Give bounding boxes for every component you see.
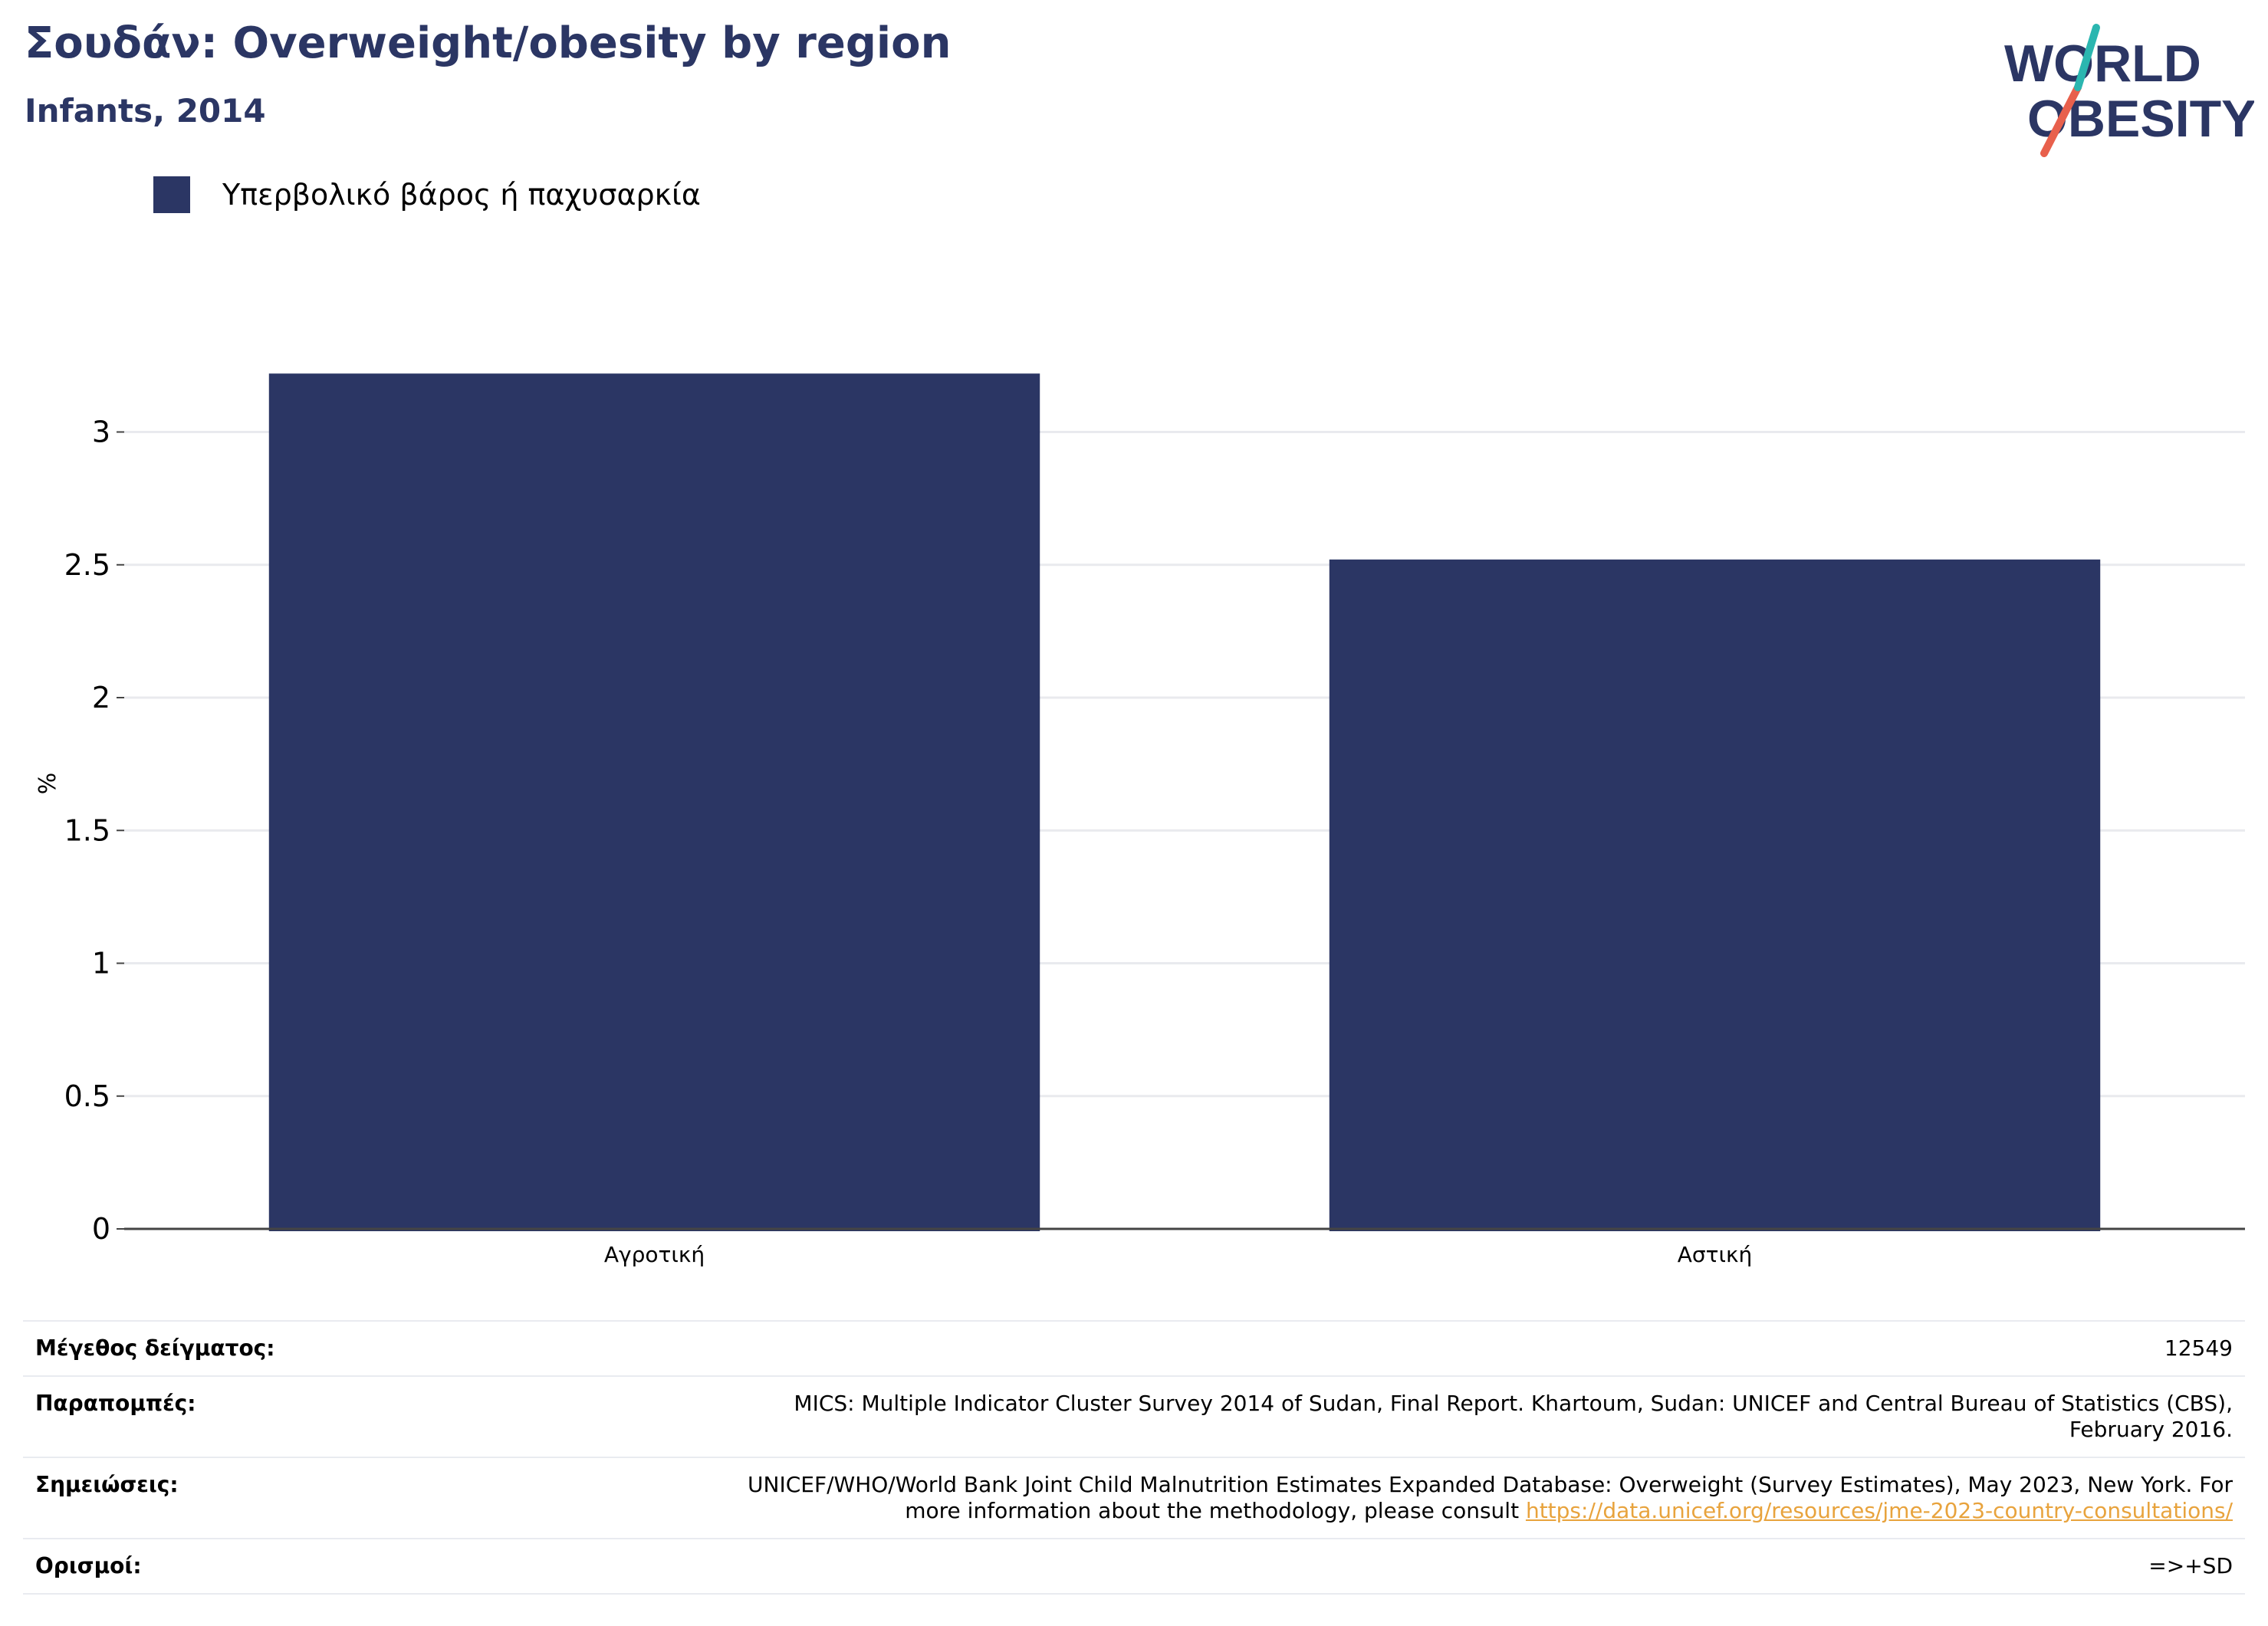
chart-title: Σουδάν: Overweight/obesity by region bbox=[25, 18, 952, 68]
sample-size-value: 12549 bbox=[2164, 1335, 2233, 1361]
info-row-notes: Σημειώσεις: UNICEF/WHO/World Bank Joint … bbox=[23, 1457, 2245, 1538]
y-tick-label: 0 bbox=[92, 1212, 110, 1246]
notes-value: UNICEF/WHO/World Bank Joint Child Malnut… bbox=[748, 1472, 2233, 1524]
legend-swatch bbox=[153, 176, 190, 213]
notes-link[interactable]: https://data.unicef.org/resources/jme-20… bbox=[1525, 1498, 2233, 1523]
world-obesity-logo: WORLD OBESITY bbox=[2004, 24, 2254, 157]
info-table: Μέγεθος δείγματος: 12549 Παραπομπές: MIC… bbox=[23, 1320, 2245, 1595]
definitions-value: =>+SD bbox=[2148, 1553, 2233, 1578]
y-tick-label: 2.5 bbox=[64, 548, 110, 582]
references-line1: MICS: Multiple Indicator Cluster Survey … bbox=[794, 1391, 2233, 1416]
notes-line2: more information about the methodology, … bbox=[905, 1498, 1526, 1523]
notes-label: Σημειώσεις: bbox=[35, 1472, 179, 1497]
bar[interactable] bbox=[1329, 559, 2101, 1231]
info-row-references: Παραπομπές: MICS: Multiple Indicator Clu… bbox=[23, 1375, 2245, 1457]
references-value: MICS: Multiple Indicator Cluster Survey … bbox=[794, 1391, 2233, 1443]
y-tick-label: 3 bbox=[92, 416, 110, 449]
bar[interactable] bbox=[268, 373, 1040, 1231]
info-row-definitions: Ορισμοί: =>+SD bbox=[23, 1538, 2245, 1595]
y-tick-label: 1.5 bbox=[64, 813, 110, 847]
logo-teal-slash bbox=[2074, 24, 2100, 91]
y-tick-label: 0.5 bbox=[64, 1079, 110, 1113]
y-tick-label: 2 bbox=[92, 681, 110, 714]
y-axis-label: % bbox=[35, 773, 61, 795]
notes-line1: UNICEF/WHO/World Bank Joint Child Malnut… bbox=[748, 1472, 2233, 1497]
logo-coral-slash bbox=[2040, 84, 2082, 157]
definitions-label: Ορισμοί: bbox=[35, 1553, 142, 1578]
references-line2: February 2016. bbox=[2069, 1417, 2233, 1442]
y-tick-label: 1 bbox=[92, 947, 110, 981]
logo-word-line1: WORLD bbox=[2004, 34, 2201, 93]
legend[interactable]: Υπερβολικό βάρος ή παχυσαρκία bbox=[153, 176, 701, 213]
x-tick-label: Αστική bbox=[1678, 1242, 1752, 1267]
bar-chart: 0 0.5 1 1.5 2 2.5 3 Αγροτική Αστική % bbox=[35, 373, 2245, 1267]
info-row-sample-size: Μέγεθος δείγματος: 12549 bbox=[23, 1320, 2245, 1375]
legend-label: Υπερβολικό βάρος ή παχυσαρκία bbox=[222, 178, 701, 212]
sample-size-label: Μέγεθος δείγματος: bbox=[35, 1335, 275, 1361]
x-tick-label: Αγροτική bbox=[604, 1242, 705, 1267]
chart-subtitle: Infants, 2014 bbox=[25, 92, 266, 130]
references-label: Παραπομπές: bbox=[35, 1391, 196, 1416]
